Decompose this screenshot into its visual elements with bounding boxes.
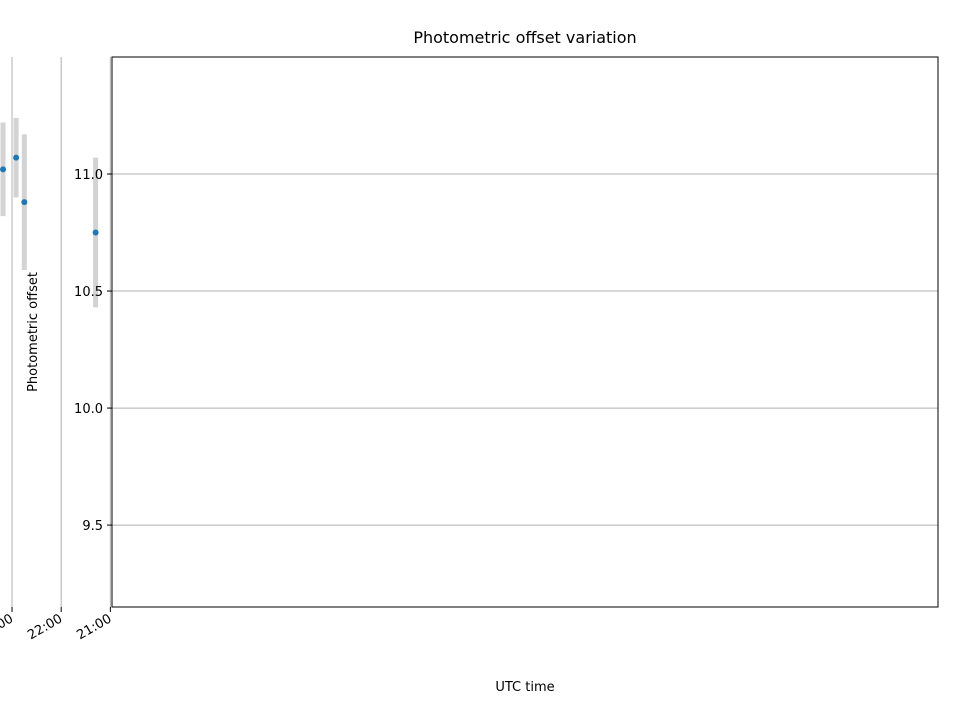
plot-area	[112, 57, 938, 607]
plot-frame	[111, 56, 939, 608]
y-tick-label: 11.0	[74, 168, 103, 183]
data-point	[0, 166, 7, 173]
chart-title: Photometric offset variation	[413, 28, 636, 47]
y-tick-label: 10.5	[74, 285, 103, 300]
y-axis-label: Photometric offset	[26, 272, 41, 392]
x-axis-label: UTC time	[495, 680, 554, 695]
data-point	[92, 229, 99, 236]
data-points	[0, 154, 99, 236]
grid	[11, 57, 938, 607]
data-point	[13, 154, 20, 161]
y-tick-label: 9.5	[82, 519, 103, 534]
y-tick-label: 10.0	[74, 402, 103, 417]
data-point	[21, 199, 28, 206]
